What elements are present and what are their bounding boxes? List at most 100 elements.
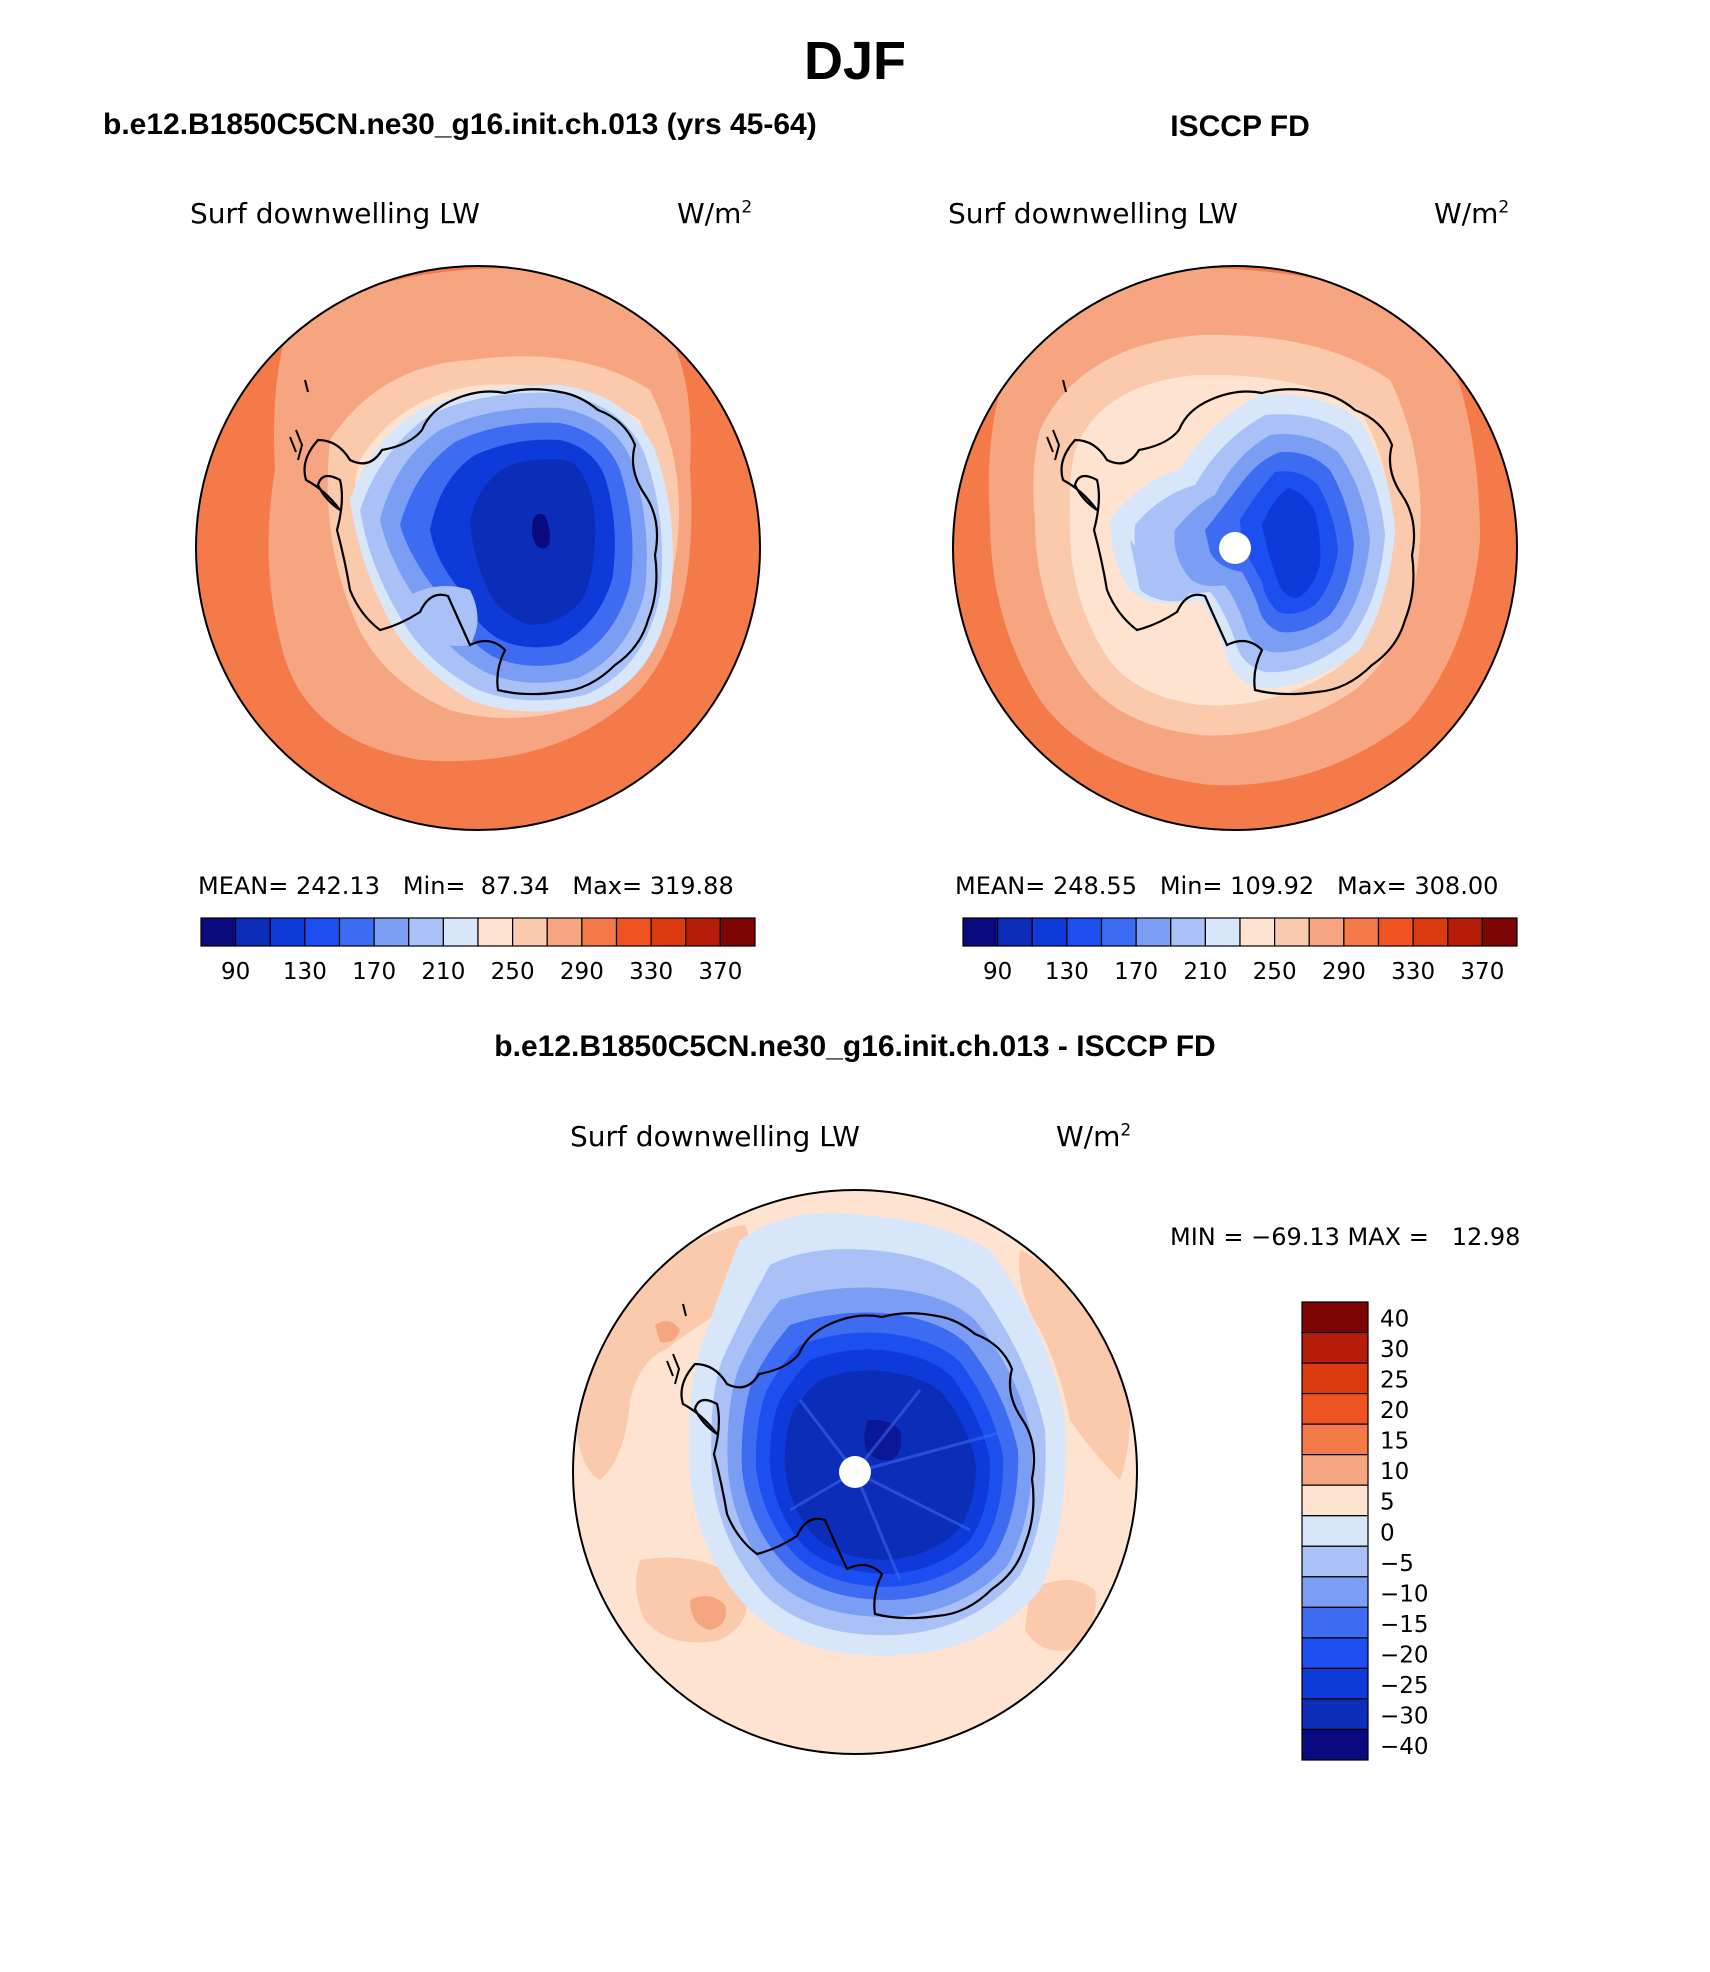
panel-title-diff: b.e12.B1850C5CN.ne30_g16.init.ch.013 - I… (494, 1030, 1216, 1063)
colorbar-diff-tick-label: −30 (1380, 1703, 1429, 1729)
colorbar-obs-swatch (1066, 917, 1103, 947)
colorbar-obs-swatch (1481, 917, 1518, 947)
missing-data-pole-diff (839, 1456, 871, 1488)
colorbar-obs-swatch (1412, 917, 1449, 947)
colorbar-diff-swatch (1301, 1606, 1369, 1639)
colorbar-diff-swatch (1301, 1637, 1369, 1670)
colorbar-obs: 90 130 170 210 250 290 330 370 (962, 917, 1518, 985)
colorbar-model-swatch (338, 917, 375, 947)
colorbar-diff-swatch (1301, 1454, 1369, 1486)
figure-title: DJF (803, 31, 906, 91)
colorbar-diff-tick-label: 30 (1380, 1337, 1409, 1363)
colorbar-diff-swatch (1301, 1545, 1369, 1578)
colorbar-obs-swatch (1100, 917, 1137, 947)
colorbar-model-swatch (650, 917, 687, 947)
colorbar-obs-swatch (1274, 917, 1310, 947)
polar-map-diff (573, 1190, 1137, 1754)
colorbar-model-swatch (373, 917, 410, 947)
units-label-diff: W/m2 (1056, 1120, 1132, 1153)
colorbar-model-swatch (546, 917, 583, 947)
colorbar-diff-tick-label: −5 (1380, 1551, 1414, 1577)
colorbar-diff-tick-label: 15 (1380, 1429, 1409, 1455)
colorbar-diff-swatch (1301, 1484, 1369, 1517)
colorbar-diff-tick-label: −15 (1380, 1612, 1429, 1638)
colorbar-diff-tick-label: 5 (1380, 1490, 1395, 1516)
colorbar-obs-swatch (1031, 917, 1068, 947)
colorbar-obs-tick-label: 130 (1045, 959, 1089, 985)
colorbar-obs-swatch (997, 917, 1033, 947)
colorbar-obs-tick-label: 210 (1183, 959, 1227, 985)
colorbar-model-tick-label: 290 (560, 959, 604, 985)
colorbar-model-tick-label: 370 (698, 959, 742, 985)
colorbar-model-tick-label: 90 (221, 959, 250, 985)
colorbar-obs-swatch (962, 917, 999, 947)
colorbar-diff-tick-label: −40 (1380, 1734, 1429, 1760)
colorbar-diff-tick-label: −25 (1380, 1673, 1429, 1699)
colorbar-diff-swatch (1301, 1576, 1369, 1608)
colorbar-diff-swatch (1301, 1423, 1369, 1456)
colorbar-obs-tick-label: 330 (1391, 959, 1435, 985)
colorbar-model-swatch (615, 917, 652, 947)
colorbar-model-tick-label: 210 (421, 959, 465, 985)
colorbar-diff-tick-label: −20 (1380, 1642, 1429, 1668)
colorbar-diff-tick-label: 0 (1380, 1520, 1395, 1546)
colorbar-obs-swatch (1170, 917, 1206, 947)
colorbar-model-tick-label: 250 (491, 959, 535, 985)
colorbar-diff-swatch (1301, 1301, 1369, 1334)
colorbar-model-swatch (200, 917, 237, 947)
colorbar-diff-swatch (1301, 1667, 1369, 1700)
polar-map-model (196, 266, 760, 830)
missing-data-pole-obs (1219, 532, 1251, 564)
colorbar-obs-swatch (1377, 917, 1414, 947)
stats-model: MEAN= 242.13 Min= 87.34 Max= 319.88 (198, 872, 734, 900)
stats-diff: MIN = −69.13 MAX = 12.98 (1170, 1223, 1521, 1251)
colorbar-obs-swatch (1204, 917, 1241, 947)
colorbar-diff-tick-label: −10 (1380, 1581, 1429, 1607)
panel-title-obs: ISCCP FD (1170, 110, 1310, 143)
stats-obs: MEAN= 248.55 Min= 109.92 Max= 308.00 (955, 872, 1499, 900)
colorbar-obs-swatch (1308, 917, 1345, 947)
colorbar-model-swatch (304, 917, 341, 947)
colorbar-diff-tick-label: 10 (1380, 1459, 1409, 1485)
colorbar-model-swatch (442, 917, 479, 947)
colorbar-obs-tick-label: 370 (1460, 959, 1504, 985)
colorbar-model-swatch (685, 917, 721, 947)
colorbar-model-swatch (235, 917, 271, 947)
colorbar-model-swatch (581, 917, 618, 947)
colorbar-diff-swatch (1301, 1392, 1369, 1425)
colorbar-model-tick-label: 330 (629, 959, 673, 985)
colorbar-obs-swatch (1135, 917, 1172, 947)
colorbar-model-swatch (512, 917, 548, 947)
colorbar-obs-tick-label: 250 (1253, 959, 1297, 985)
colorbar-model-swatch (408, 917, 444, 947)
colorbar-model-tick-label: 130 (283, 959, 327, 985)
colorbar-obs-swatch (1343, 917, 1380, 947)
colorbar-obs-tick-label: 90 (983, 959, 1012, 985)
colorbar-model-swatch (719, 917, 756, 947)
colorbar-model: 90 130 170 210 250 290 330 370 (200, 917, 756, 985)
colorbar-obs-swatch (1239, 917, 1276, 947)
colorbar-diff-swatch (1301, 1698, 1369, 1731)
variable-label-obs: Surf downwelling LW (948, 197, 1238, 230)
units-label-obs: W/m2 (1434, 197, 1510, 230)
colorbar-model-swatch (269, 917, 306, 947)
colorbar-diff-tick-label: 25 (1380, 1368, 1409, 1394)
colorbar-obs-swatch (1447, 917, 1483, 947)
colorbar-obs-tick-label: 170 (1114, 959, 1158, 985)
colorbar-diff-swatch (1301, 1362, 1369, 1395)
colorbar-obs-tick-label: 290 (1322, 959, 1366, 985)
colorbar-diff-swatch (1301, 1515, 1369, 1547)
colorbar-diff-swatch (1301, 1728, 1369, 1761)
panel-title-model: b.e12.B1850C5CN.ne30_g16.init.ch.013 (yr… (103, 108, 817, 141)
variable-label-model: Surf downwelling LW (190, 197, 480, 230)
colorbar-diff-tick-label: 40 (1380, 1307, 1409, 1333)
variable-label-diff: Surf downwelling LW (570, 1120, 860, 1153)
colorbar-model-tick-label: 170 (352, 959, 396, 985)
colorbar-model-swatch (477, 917, 514, 947)
colorbar-diff-swatch (1301, 1331, 1369, 1364)
colorbar-diff-tick-label: 20 (1380, 1398, 1409, 1424)
colorbar-diff: 40 30 25 20 15 10 5 0 −5 −10 −15 −20 −25 −30 −40 (1301, 1301, 1429, 1761)
units-label-model: W/m2 (677, 197, 753, 230)
polar-map-obs (953, 266, 1517, 830)
